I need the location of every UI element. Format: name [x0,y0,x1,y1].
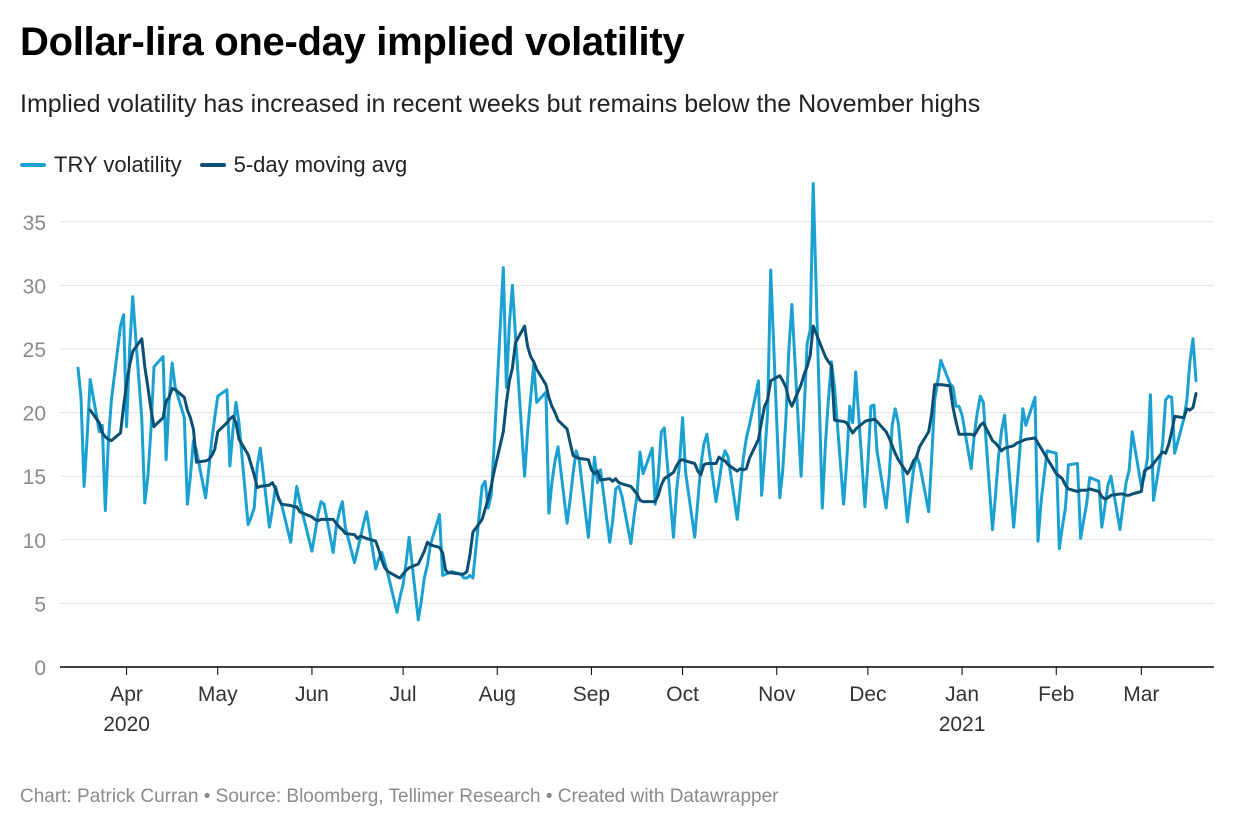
legend-label-moving-avg: 5-day moving avg [233,152,408,177]
series-line-try-volatility [76,182,1198,622]
x-tick-label-aug: Aug [479,683,516,706]
y-tick-label-35: 35 [23,212,46,235]
legend-item-moving-avg: 5-day moving avg [199,152,408,178]
x-tick-label-feb: Feb [1038,683,1074,706]
chart-footer: Chart: Patrick Curran • Source: Bloomber… [20,786,779,807]
x-tick-label-oct: Oct [666,683,699,706]
x-tick-label-jan: Jan [945,683,979,706]
y-tick-label-0: 0 [34,657,46,680]
x-tick-label-dec: Dec [849,683,886,706]
x-tick-label-jun: Jun [295,683,329,706]
x-tick-label-nov: Nov [758,683,796,706]
x-tick-label-apr: Apr [110,683,143,706]
legend-swatch-try-volatility [20,163,46,167]
y-tick-label-25: 25 [23,339,46,362]
chart-subtitle: Implied volatility has increased in rece… [20,90,981,118]
legend-item-try-volatility: TRY volatility [20,152,182,178]
x-tick-label-jul: Jul [390,683,417,706]
x-year-label-2020: 2020 [103,713,150,736]
chart-title: Dollar-lira one-day implied volatility [20,20,685,64]
y-tick-label-10: 10 [23,530,46,553]
series-lines [76,182,1198,622]
x-year-label-2021: 2021 [939,713,986,736]
x-tick-label-sep: Sep [573,683,610,706]
legend-swatch-moving-avg [199,163,226,167]
chart-legend: TRY volatility 5-day moving avg [20,152,407,178]
legend-label-try-volatility: TRY volatility [54,152,182,177]
series-line-moving-avg [88,324,1198,580]
x-tick-label-mar: Mar [1123,683,1159,706]
y-tick-label-5: 5 [34,593,46,616]
y-axis-ticks: 0 5 10 15 20 25 30 35 [23,212,46,680]
gridlines [60,221,1214,604]
x-axis-ticks: Apr 2020 May Jun Jul Aug Sep Oct Nov Dec Jan 2021 Fe… [103,667,1159,736]
x-tick-label-may: May [198,683,238,706]
y-tick-label-20: 20 [23,403,46,426]
y-tick-label-15: 15 [23,466,46,489]
y-tick-label-30: 30 [23,275,46,298]
